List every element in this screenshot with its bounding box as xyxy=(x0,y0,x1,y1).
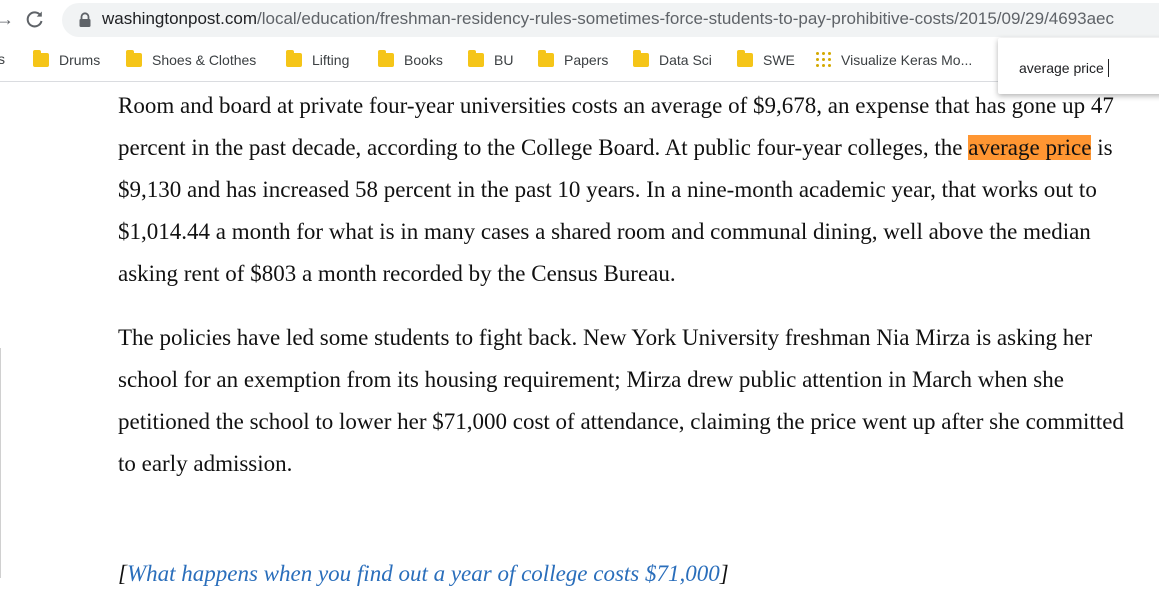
bookmark-label: Shoes & Clothes xyxy=(152,52,257,68)
link-bracket-open: [ xyxy=(118,561,127,586)
bookmark-label: Drums xyxy=(59,52,101,68)
paragraph-policies: The policies have led some students to f… xyxy=(118,325,1124,476)
bookmark-swe[interactable]: SWE xyxy=(737,50,795,70)
find-match-highlight: average price xyxy=(968,135,1092,160)
bookmark-shoes-clothes[interactable]: Shoes & Clothes xyxy=(126,50,256,70)
bookmark-bu[interactable]: BU xyxy=(468,50,513,70)
paragraph-room-and-board: Room and board at private four-year univ… xyxy=(118,85,1138,295)
bookmark-label: Visualize Keras Mo... xyxy=(841,52,973,68)
folder-icon xyxy=(378,50,394,67)
related-article-link[interactable]: [What happens when you find out a year o… xyxy=(118,553,729,595)
link-bracket-close: ] xyxy=(719,561,729,586)
folder-icon xyxy=(286,50,302,67)
bookmark-label: Papers xyxy=(564,52,609,68)
folder-icon xyxy=(633,50,649,67)
text-caret xyxy=(1108,59,1109,77)
forward-arrow-icon[interactable]: → xyxy=(0,9,14,29)
bookmark-data-sci[interactable]: Data Sci xyxy=(633,50,712,70)
bookmark-label: Data Sci xyxy=(659,52,712,68)
bookmark-drums[interactable]: Drums xyxy=(33,50,100,70)
folder-icon xyxy=(737,50,753,67)
bookmark-partial[interactable]: s xyxy=(0,51,5,67)
paragraph-text: is $9,130 and has increased 58 percent i… xyxy=(118,135,1113,286)
address-bar[interactable] xyxy=(62,3,1159,37)
folder-icon xyxy=(538,50,554,67)
bookmark-visualize-keras[interactable]: Visualize Keras Mo... xyxy=(815,50,972,70)
dots-grid-icon xyxy=(815,51,833,69)
related-link-text[interactable]: What happens when you find out a year of… xyxy=(126,561,720,586)
bookmark-label: Lifting xyxy=(312,52,350,68)
url-host: washingtonpost.com xyxy=(102,9,257,28)
folder-icon xyxy=(468,50,484,67)
paragraph-text: Room and board at private four-year univ… xyxy=(118,93,1114,160)
browser-toolbar: → washingtonpost.com/local/education/fre… xyxy=(0,0,1159,40)
left-divider xyxy=(0,348,1,578)
bookmark-papers[interactable]: Papers xyxy=(538,50,608,70)
folder-icon xyxy=(33,50,49,67)
bookmark-label: SWE xyxy=(763,52,795,68)
bookmark-label: Books xyxy=(404,52,443,68)
bookmarks-bar: s Drums Shoes & Clothes Lifting Books BU… xyxy=(0,40,1159,82)
bookmark-lifting[interactable]: Lifting xyxy=(286,50,349,70)
url-path: /local/education/freshman-residency-rule… xyxy=(256,9,1115,28)
lock-icon[interactable] xyxy=(78,12,92,28)
bookmark-books[interactable]: Books xyxy=(378,50,443,70)
article-body: Room and board at private four-year univ… xyxy=(118,85,1138,485)
find-input[interactable] xyxy=(1019,58,1139,78)
url-text[interactable]: washingtonpost.com/local/education/fresh… xyxy=(102,9,1114,29)
folder-icon xyxy=(126,50,142,67)
reload-icon[interactable] xyxy=(25,9,45,29)
bookmark-label: BU xyxy=(494,52,514,68)
